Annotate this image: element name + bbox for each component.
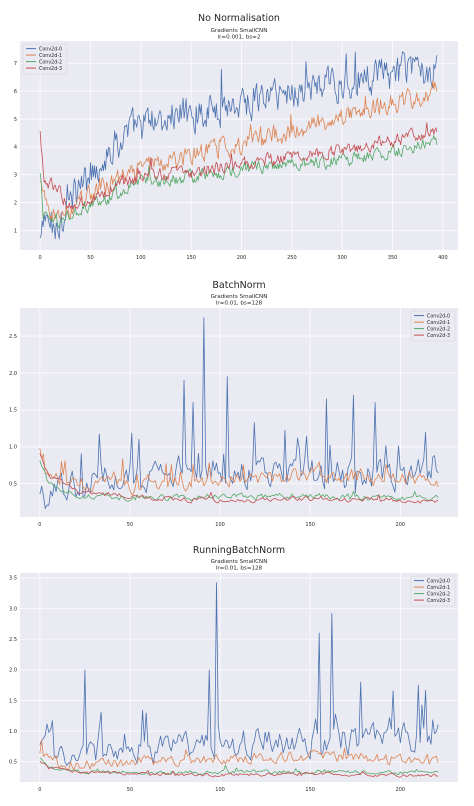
legend-entry: Conv2d-2 bbox=[39, 59, 62, 65]
series-line-conv2d-1 bbox=[39, 739, 439, 771]
y-tick-label: 5 bbox=[14, 117, 17, 123]
series-group bbox=[39, 317, 439, 509]
chart-panel-2: RunningBatchNorm Gradients SmallCNNlr=0.0… bbox=[9, 545, 458, 793]
y-tick-label: 0.5 bbox=[9, 760, 17, 766]
x-tick-label: 350 bbox=[388, 255, 398, 261]
y-tick-label: 1.0 bbox=[9, 445, 17, 451]
series-line-conv2d-1 bbox=[39, 448, 439, 496]
series-line-conv2d-1 bbox=[39, 80, 438, 222]
plot-title-line-1: Gradients SmallCNN bbox=[211, 559, 268, 565]
y-tick-label: 2.0 bbox=[9, 668, 17, 674]
plot-title-line-1: Gradients SmallCNN bbox=[211, 294, 268, 300]
legend-entry: Conv2d-3 bbox=[427, 598, 450, 604]
legend-entry: Conv2d-0 bbox=[427, 313, 450, 319]
series-line-conv2d-0 bbox=[39, 582, 439, 766]
x-tick-label: 50 bbox=[87, 255, 93, 261]
legend-entry: Conv2d-1 bbox=[39, 53, 62, 59]
panel-title: No Normalisation bbox=[198, 13, 280, 24]
plot-title-line-2: lr=0.01, bs=128 bbox=[216, 301, 263, 307]
x-tick-label: 250 bbox=[287, 255, 297, 261]
panel-title: RunningBatchNorm bbox=[193, 545, 285, 556]
x-tick-label: 0 bbox=[39, 255, 42, 261]
legend-entry: Conv2d-1 bbox=[427, 585, 450, 591]
x-tick-label: 200 bbox=[396, 787, 406, 793]
legend-entry: Conv2d-0 bbox=[427, 578, 450, 584]
x-tick-label: 150 bbox=[305, 787, 315, 793]
series-line-conv2d-0 bbox=[39, 317, 439, 509]
x-tick-label: 0 bbox=[38, 787, 41, 793]
y-tick-label: 4 bbox=[14, 145, 17, 151]
x-tick-label: 400 bbox=[438, 255, 448, 261]
series-line-conv2d-3 bbox=[39, 760, 439, 778]
y-tick-label: 1.5 bbox=[9, 698, 17, 704]
x-tick-label: 100 bbox=[215, 787, 225, 793]
series-group bbox=[39, 582, 439, 778]
legend-entry: Conv2d-3 bbox=[39, 66, 62, 72]
series-line-conv2d-3 bbox=[39, 122, 438, 210]
x-tick-label: 200 bbox=[396, 522, 406, 528]
y-tick-label: 1 bbox=[14, 228, 17, 234]
y-tick-label: 1.5 bbox=[9, 408, 17, 414]
legend-entry: Conv2d-0 bbox=[39, 46, 62, 52]
y-tick-label: 3 bbox=[14, 173, 17, 179]
y-tick-label: 3.5 bbox=[9, 576, 17, 582]
x-tick-label: 50 bbox=[127, 522, 133, 528]
x-tick-label: 150 bbox=[305, 522, 315, 528]
x-tick-label: 150 bbox=[186, 255, 196, 261]
chart-panel-0: No Normalisation Gradients SmallCNNlr=0.0… bbox=[14, 13, 458, 261]
x-tick-label: 100 bbox=[215, 522, 225, 528]
legend-entry: Conv2d-1 bbox=[427, 320, 450, 326]
series-line-conv2d-2 bbox=[39, 135, 438, 229]
legend-entry: Conv2d-2 bbox=[427, 326, 450, 332]
x-tick-label: 100 bbox=[136, 255, 146, 261]
y-tick-label: 3.0 bbox=[9, 606, 17, 612]
x-tick-label: 0 bbox=[38, 522, 41, 528]
series-line-conv2d-2 bbox=[39, 460, 439, 502]
legend-entry: Conv2d-3 bbox=[427, 333, 450, 339]
series-line-conv2d-0 bbox=[39, 51, 438, 240]
series-line-conv2d-2 bbox=[39, 757, 439, 776]
y-tick-label: 2.0 bbox=[9, 371, 17, 377]
series-line-conv2d-3 bbox=[39, 453, 439, 504]
panel-title: BatchNorm bbox=[212, 280, 265, 291]
x-tick-label: 300 bbox=[337, 255, 347, 261]
y-tick-label: 0.5 bbox=[9, 482, 17, 488]
plot-title-line-2: lr=0.001, bs=2 bbox=[218, 35, 261, 41]
y-tick-label: 7 bbox=[14, 61, 17, 67]
series-group bbox=[39, 51, 438, 240]
y-tick-label: 2.5 bbox=[9, 637, 17, 643]
plot-title-line-1: Gradients SmallCNN bbox=[211, 28, 268, 34]
legend-entry: Conv2d-2 bbox=[427, 591, 450, 597]
plot-title-line-2: lr=0.01, bs=128 bbox=[216, 566, 263, 572]
y-tick-label: 2.5 bbox=[9, 334, 17, 340]
y-tick-label: 6 bbox=[14, 89, 17, 95]
y-tick-label: 2 bbox=[14, 200, 17, 206]
x-tick-label: 200 bbox=[237, 255, 247, 261]
y-tick-label: 1.0 bbox=[9, 729, 17, 735]
plot-area bbox=[20, 308, 458, 517]
x-tick-label: 50 bbox=[127, 787, 133, 793]
